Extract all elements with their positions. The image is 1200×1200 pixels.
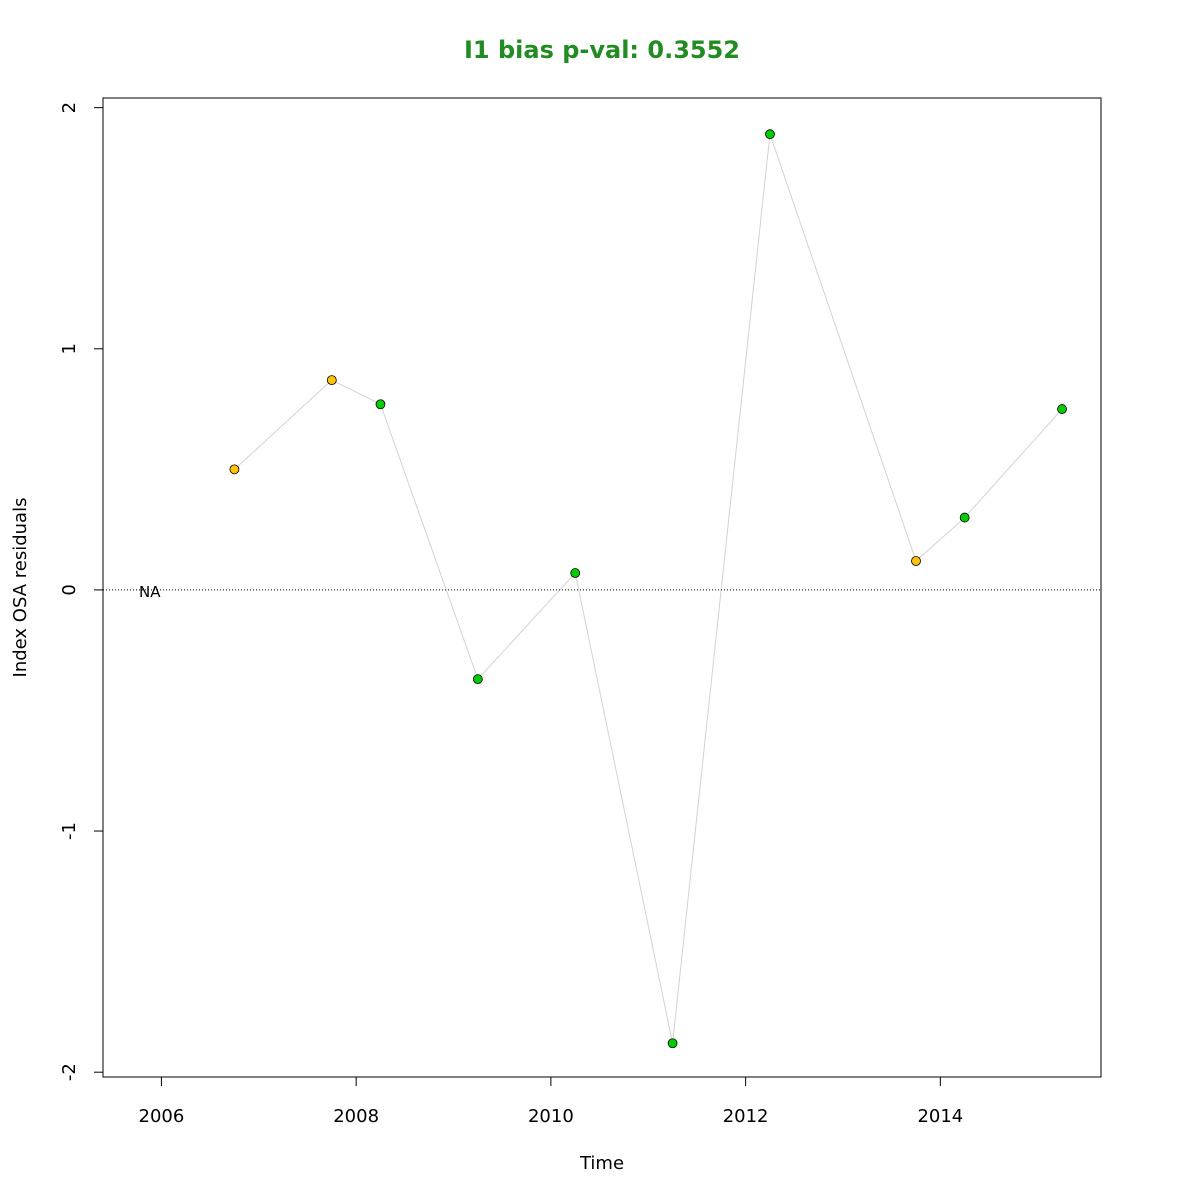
x-tick-label: 2008 (333, 1106, 379, 1127)
series-line-segment (769, 134, 917, 562)
series-line-segment (964, 408, 1063, 518)
y-tick-label: 1 (59, 343, 80, 354)
data-points (229, 129, 1067, 1049)
series-line-segment (915, 517, 966, 562)
na-annotation: NA (139, 583, 161, 601)
y-tick-label: 2 (59, 102, 80, 113)
data-point (765, 129, 775, 140)
data-point (667, 1038, 678, 1049)
series-line-segment (477, 572, 576, 680)
x-tick-label: 2014 (917, 1106, 963, 1127)
y-axis-label: Index OSA residuals (10, 498, 31, 678)
y-tick-label: -1 (59, 822, 80, 840)
x-axis-label: Time (579, 1153, 624, 1174)
data-point (326, 375, 337, 386)
x-tick-label: 2012 (723, 1106, 769, 1127)
series-line-segment (380, 404, 479, 680)
data-point (959, 512, 970, 523)
data-point (1057, 404, 1067, 414)
series-line-segment (672, 134, 771, 1044)
series-line (234, 134, 1063, 1044)
y-tick-label: -2 (59, 1063, 80, 1081)
y-axis: -2 -1 0 1 2 (59, 102, 104, 1081)
x-tick-label: 2006 (139, 1106, 185, 1127)
series-line-segment (234, 379, 333, 470)
series-line-segment (574, 572, 674, 1044)
data-point (375, 399, 386, 410)
x-tick-label: 2010 (528, 1106, 574, 1127)
data-point (911, 556, 921, 566)
data-point (570, 568, 581, 578)
chart-title: I1 bias p-val: 0.3552 (464, 36, 740, 64)
data-point (472, 674, 483, 685)
x-axis: 2006 2008 2010 2012 2014 (139, 1076, 963, 1127)
data-point (229, 464, 240, 475)
y-tick-label: 0 (59, 584, 80, 595)
series-line-segment (331, 379, 381, 405)
